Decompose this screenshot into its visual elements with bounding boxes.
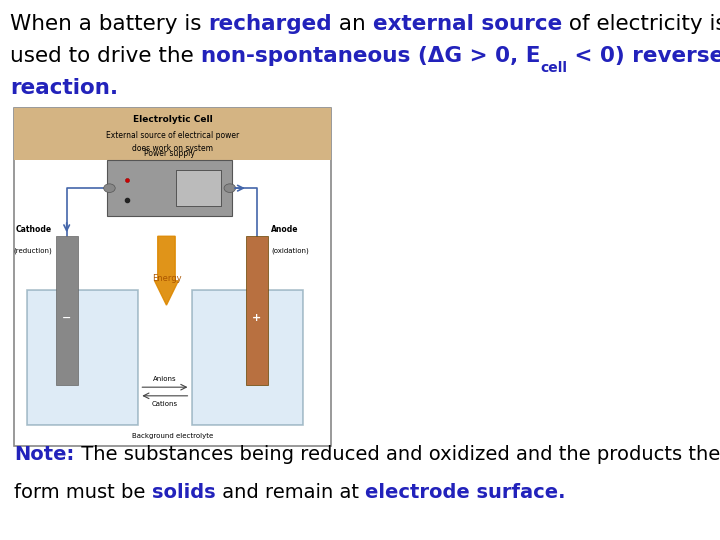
- Text: an: an: [332, 14, 373, 33]
- Circle shape: [224, 184, 235, 192]
- Text: < 0) reverse: < 0) reverse: [567, 46, 720, 66]
- Text: Cathode: Cathode: [16, 225, 52, 233]
- Text: used to drive the: used to drive the: [10, 46, 201, 66]
- FancyBboxPatch shape: [176, 170, 221, 206]
- Text: cell: cell: [540, 61, 567, 75]
- FancyBboxPatch shape: [192, 291, 302, 426]
- Text: form must be: form must be: [14, 483, 152, 502]
- Text: non-spontaneous (ΔG > 0, E: non-spontaneous (ΔG > 0, E: [201, 46, 540, 66]
- FancyBboxPatch shape: [55, 237, 78, 384]
- Text: (reduction): (reduction): [13, 247, 52, 254]
- Text: Energy: Energy: [152, 274, 181, 283]
- FancyBboxPatch shape: [107, 160, 232, 216]
- Text: solids: solids: [152, 483, 216, 502]
- Text: +: +: [252, 313, 261, 323]
- Text: Anode: Anode: [271, 225, 299, 233]
- Text: does work on system: does work on system: [132, 144, 213, 153]
- Text: External source of electrical power: External source of electrical power: [106, 131, 240, 140]
- Text: Background electrolyte: Background electrolyte: [132, 433, 213, 439]
- Text: external source: external source: [373, 14, 562, 33]
- Text: and remain at: and remain at: [216, 483, 365, 502]
- FancyBboxPatch shape: [27, 291, 138, 426]
- Text: reaction.: reaction.: [10, 78, 118, 98]
- Text: (oxidation): (oxidation): [271, 247, 309, 254]
- Text: Note:: Note:: [14, 445, 75, 464]
- FancyBboxPatch shape: [14, 108, 331, 446]
- Text: Cations: Cations: [152, 401, 178, 407]
- Text: electrode surface.: electrode surface.: [365, 483, 565, 502]
- Circle shape: [104, 184, 115, 192]
- Text: When a battery is: When a battery is: [10, 14, 209, 33]
- Text: recharged: recharged: [209, 14, 332, 33]
- Text: of electricity is: of electricity is: [562, 14, 720, 33]
- Text: Electrolytic Cell: Electrolytic Cell: [133, 115, 212, 124]
- Text: −: −: [62, 313, 71, 323]
- FancyBboxPatch shape: [14, 108, 331, 160]
- Text: The substances being reduced and oxidized and the products they: The substances being reduced and oxidize…: [75, 445, 720, 464]
- FancyArrow shape: [155, 237, 179, 305]
- Text: Anions: Anions: [153, 376, 176, 382]
- Text: Power supply: Power supply: [144, 148, 195, 158]
- FancyBboxPatch shape: [246, 237, 268, 384]
